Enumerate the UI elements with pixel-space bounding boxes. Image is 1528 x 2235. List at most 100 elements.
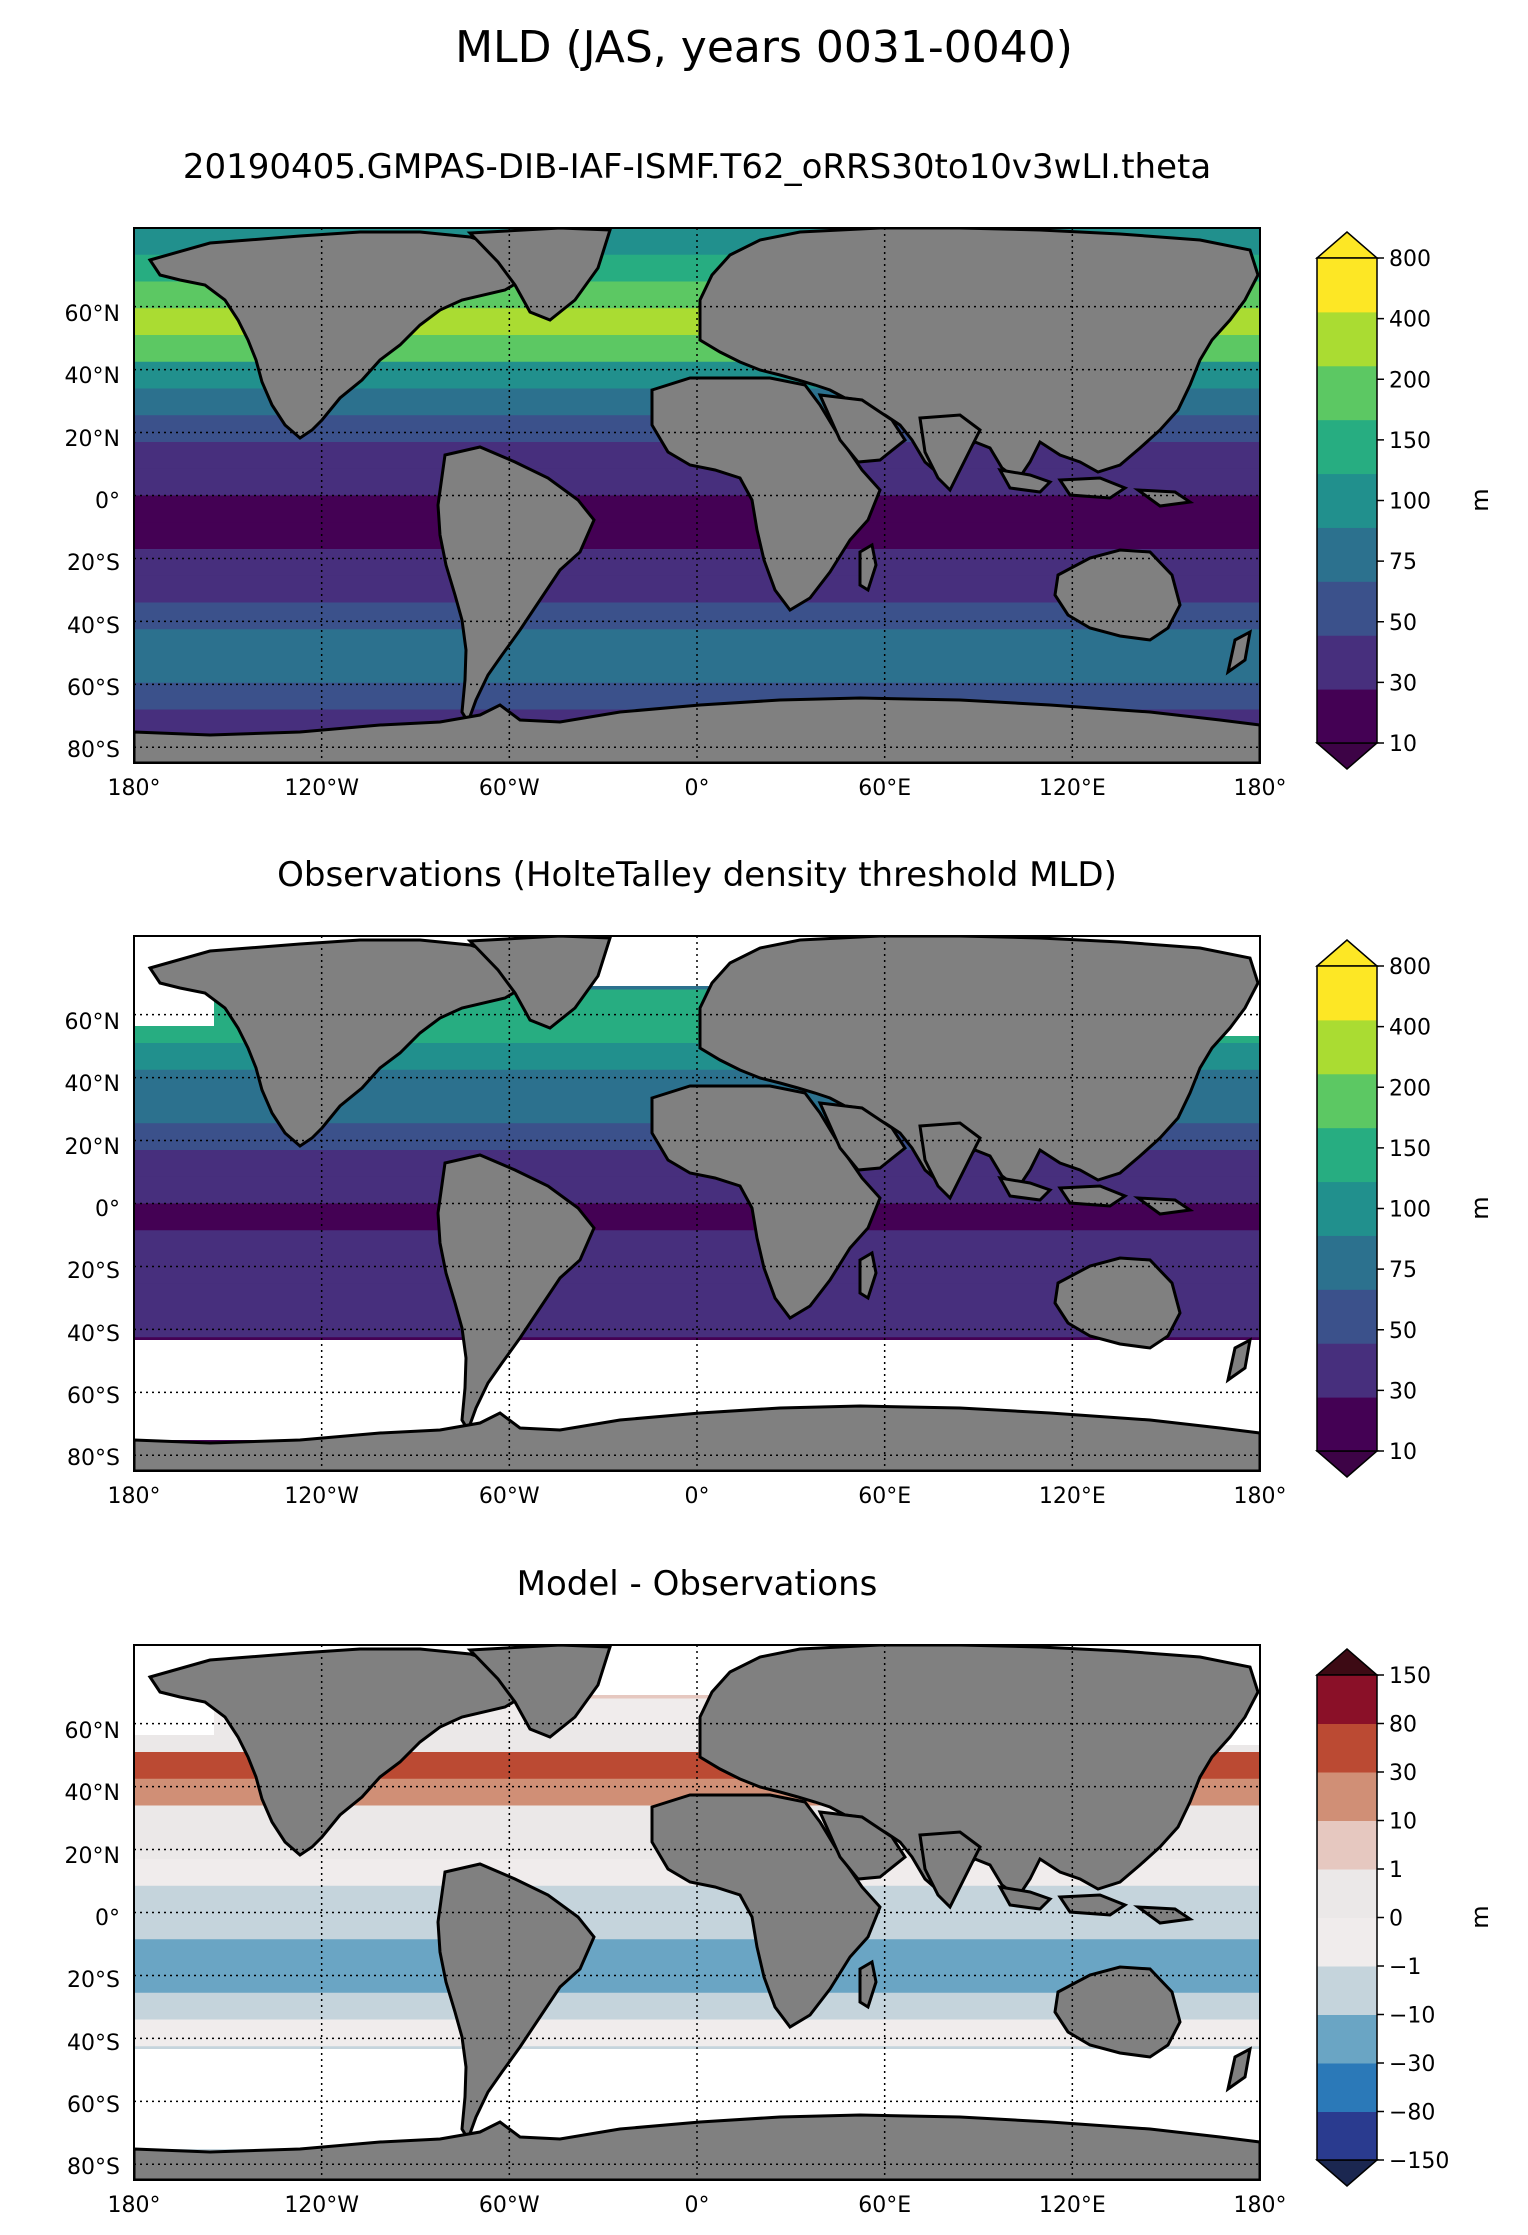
y-tick-label: 40°N — [65, 364, 120, 389]
y-tick-label: 0° — [95, 1906, 120, 1931]
colorbar-tick-label: 200 — [1389, 1076, 1431, 1101]
x-tick-label: 60°W — [479, 776, 540, 801]
colorbar-swatch — [1317, 2111, 1377, 2161]
panel-title: 20190405.GMPAS-DIB-IAF-ISMF.T62_oRRS30to… — [183, 147, 1211, 187]
y-tick-label: 40°S — [67, 614, 120, 639]
map-frame — [133, 935, 1261, 1472]
graticule — [134, 228, 1260, 763]
colorbar-swatch — [1317, 1772, 1377, 1821]
colorbar-tick-label: −30 — [1389, 2052, 1435, 2077]
panel-model: 20190405.GMPAS-DIB-IAF-ISMF.T62_oRRS30to… — [65, 147, 1494, 801]
colorbar-over-triangle — [1314, 231, 1380, 259]
x-tick-label: 60°E — [858, 2193, 911, 2218]
y-tick-label: 20°N — [65, 1135, 120, 1160]
x-tick-label: 180° — [108, 2193, 161, 2218]
x-axis-ticks: 180° 120°W 60°W 0° 60°E 120°E 180° — [108, 1484, 1287, 1509]
x-axis-ticks: 180° 120°W 60°W 0° 60°E 120°E 180° — [108, 776, 1287, 801]
x-tick-label: 60°E — [858, 776, 911, 801]
x-tick-label: 180° — [108, 1484, 161, 1509]
colorbar-swatch — [1317, 1181, 1377, 1236]
colorbar: 10 30 50 75 100 150 200 400 800 m — [1314, 231, 1494, 770]
colorbar: 10 30 50 75 100 150 200 400 800 m — [1314, 939, 1494, 1478]
x-tick-label: 120°E — [1039, 776, 1106, 801]
colorbar-swatch — [1317, 1820, 1377, 1870]
colorbar-tick-label: 100 — [1389, 490, 1431, 515]
colorbar-tick-label: 50 — [1389, 611, 1417, 636]
figure-title: MLD (JAS, years 0031-0040) — [455, 22, 1073, 73]
y-tick-label: 40°S — [67, 1322, 120, 1347]
x-tick-label: 180° — [1234, 1484, 1287, 1509]
y-tick-label: 60°S — [67, 676, 120, 701]
map-frame — [133, 227, 1261, 764]
colorbar-swatch — [1317, 1675, 1377, 1724]
colorbar-tick-label: −150 — [1389, 2149, 1449, 2174]
colorbar-tick-label: −80 — [1389, 2101, 1435, 2126]
y-tick-label: 0° — [95, 1197, 120, 1222]
x-tick-label: 120°W — [284, 2193, 359, 2218]
colorbar-label: m — [1466, 1905, 1494, 1928]
latitude-band — [134, 1912, 1260, 1940]
y-tick-label: 80°S — [67, 2155, 120, 2180]
x-tick-label: 120°E — [1039, 2193, 1106, 2218]
y-tick-label: 60°S — [67, 1384, 120, 1409]
panel-difference: Model - Observations 80°S 60°S 40°S 20°S… — [65, 1564, 1494, 2218]
colorbar-tick-label: 800 — [1389, 247, 1431, 272]
colorbar-under-triangle — [1314, 2159, 1380, 2187]
colorbar-swatch — [1317, 1723, 1377, 1773]
y-tick-label: 40°N — [65, 1781, 120, 1806]
colorbar-tick-label: 10 — [1389, 1810, 1417, 1835]
colorbar-tick-label: 30 — [1389, 1379, 1417, 1404]
colorbar-swatch — [1317, 1917, 1377, 1967]
x-tick-label: 0° — [685, 2193, 710, 2218]
y-tick-label: 60°N — [65, 1010, 120, 1035]
colorbar-swatch — [1317, 311, 1377, 367]
panel-observations: Observations (HolteTalley density thresh… — [65, 855, 1494, 1509]
colorbar-tick-label: 0 — [1389, 1907, 1403, 1932]
colorbar-swatch — [1317, 473, 1377, 528]
graticule — [134, 1645, 1260, 2180]
colorbar-tick-label: 800 — [1389, 955, 1431, 980]
y-axis-ticks: 80°S 60°S 40°S 20°S 0° 20°N 40°N 60°N — [65, 1010, 120, 1471]
colorbar-swatch — [1317, 2014, 1377, 2064]
colorbar-swatch — [1317, 581, 1377, 636]
y-tick-label: 20°S — [67, 551, 120, 576]
colorbar-swatch — [1317, 1235, 1377, 1290]
colorbar-swatch — [1317, 1397, 1377, 1452]
y-tick-label: 20°N — [65, 427, 120, 452]
y-tick-label: 60°N — [65, 302, 120, 327]
y-tick-label: 60°S — [67, 2093, 120, 2118]
x-tick-label: 120°E — [1039, 1484, 1106, 1509]
x-tick-label: 0° — [685, 1484, 710, 1509]
colorbar-under-triangle — [1314, 1450, 1380, 1478]
colorbar-tick-label: 75 — [1389, 1258, 1417, 1283]
colorbar-under-triangle — [1314, 742, 1380, 770]
x-tick-label: 60°W — [479, 2193, 540, 2218]
colorbar-tick-label: 150 — [1389, 1664, 1431, 1689]
colorbar-swatch — [1317, 365, 1377, 421]
y-tick-label: 80°S — [67, 738, 120, 763]
colorbar-tick-label: −1 — [1389, 1955, 1421, 1980]
colorbar-swatch — [1317, 689, 1377, 744]
colorbar-tick-label: 75 — [1389, 550, 1417, 575]
y-tick-label: 40°N — [65, 1072, 120, 1097]
colorbar-swatch — [1317, 2063, 1377, 2112]
colorbar-swatch — [1317, 258, 1377, 313]
latitude-band — [134, 1203, 1260, 1231]
colorbar-tick-label: 400 — [1389, 308, 1431, 333]
x-tick-label: 180° — [108, 776, 161, 801]
colorbar-swatch — [1317, 419, 1377, 475]
latitude-band — [134, 495, 1260, 523]
x-tick-label: 120°W — [284, 1484, 359, 1509]
colorbar-swatch — [1317, 1289, 1377, 1344]
panel-title: Model - Observations — [517, 1564, 878, 1604]
colorbar-label: m — [1466, 488, 1494, 511]
x-tick-label: 180° — [1234, 2193, 1287, 2218]
colorbar-tick-label: 50 — [1389, 1319, 1417, 1344]
colorbar-swatch — [1317, 1073, 1377, 1129]
y-tick-label: 60°N — [65, 1719, 120, 1744]
y-tick-label: 80°S — [67, 1446, 120, 1471]
colorbar-swatch — [1317, 966, 1377, 1021]
colorbar-tick-label: 10 — [1389, 732, 1417, 757]
colorbar-swatch — [1317, 1966, 1377, 2015]
y-axis-ticks: 80°S 60°S 40°S 20°S 0° 20°N 40°N 60°N — [65, 302, 120, 763]
